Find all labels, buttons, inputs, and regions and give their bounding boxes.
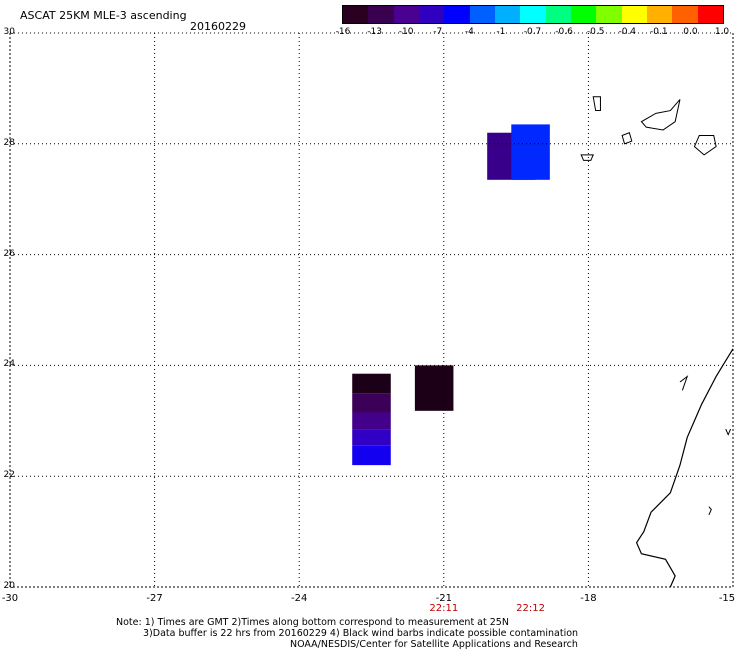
canary-island-outline xyxy=(693,134,717,156)
latitude-label: 24 xyxy=(3,359,15,370)
canary-island-outline xyxy=(580,154,594,161)
longitude-label: -21 xyxy=(435,593,452,604)
color-scale-label: -1 xyxy=(496,27,506,37)
note-line-3: NOAA/NESDIS/Center for Satellite Applica… xyxy=(290,639,578,650)
time-label: 22:11 xyxy=(429,603,459,614)
color-scale-label: -7 xyxy=(433,27,443,37)
latitude-label: 20 xyxy=(3,581,15,591)
color-scale-label: -0.5 xyxy=(586,27,605,37)
latitude-label: 28 xyxy=(3,137,15,148)
wind-swath-cell xyxy=(352,412,391,430)
color-scale-segment xyxy=(672,6,698,23)
product-date: 20160229 xyxy=(190,20,246,33)
wind-swath-cell xyxy=(352,393,391,413)
latitude-label: 26 xyxy=(3,248,15,259)
color-scale-segment xyxy=(469,6,495,23)
color-scale-label: -0.1 xyxy=(650,27,668,37)
canary-island-outline xyxy=(592,96,601,112)
color-scale-segment xyxy=(570,6,597,23)
color-scale-segment xyxy=(545,6,571,23)
color-scale-segment xyxy=(343,6,369,23)
wind-swath-cell xyxy=(352,445,391,466)
color-scale-label: -4 xyxy=(464,27,474,37)
color-scale-label: 0.0 xyxy=(683,27,698,37)
latitude-label: 30 xyxy=(3,27,15,37)
color-scale-segment xyxy=(520,6,546,23)
color-scale-segment xyxy=(494,6,521,23)
dakhla-peninsula xyxy=(679,375,689,391)
color-scale-label: 1.0 xyxy=(714,27,730,37)
color-scale-segment xyxy=(444,6,470,23)
africa-coastline xyxy=(635,348,734,588)
color-scale-label: -16 xyxy=(335,27,351,37)
longitude-label: -15 xyxy=(718,593,736,604)
wind-swath-cell xyxy=(414,365,454,411)
longitude-label: -27 xyxy=(146,593,163,604)
note-line-2: 3)Data buffer is 22 hrs from 20160229 4)… xyxy=(143,628,579,639)
note-line-1: Note: 1) Times are GMT 2)Times along bot… xyxy=(116,617,509,628)
wind-swath-cell xyxy=(352,373,391,394)
product-title: ASCAT 25KM MLE-3 ascending xyxy=(20,9,187,22)
color-scale-label: -10 xyxy=(398,27,414,37)
latitude-label: 22 xyxy=(3,470,15,481)
wind-swath-cell xyxy=(511,124,550,180)
color-scale-segment xyxy=(418,6,445,23)
longitude-label: -30 xyxy=(1,593,19,604)
longitude-label: -24 xyxy=(291,593,308,604)
color-scale-label: -0.6 xyxy=(555,27,573,37)
color-scale-segment xyxy=(621,6,647,23)
wind-swath-cell xyxy=(352,429,391,446)
coastal-feature xyxy=(725,428,732,436)
longitude-label: -18 xyxy=(580,593,597,604)
color-scale-segment xyxy=(596,6,622,23)
canary-island-outline xyxy=(640,99,681,131)
plot-frame xyxy=(9,32,734,588)
color-scale-bar xyxy=(342,5,724,24)
color-scale-label: -0.4 xyxy=(618,27,637,37)
color-scale-segment xyxy=(697,6,723,23)
color-scale-segment xyxy=(393,6,419,23)
color-scale-segment xyxy=(368,6,394,23)
color-scale-label: -0.7 xyxy=(523,27,542,37)
time-label: 22:12 xyxy=(516,603,545,614)
coastal-feature xyxy=(708,506,712,516)
canary-island-outline xyxy=(621,132,633,145)
color-scale-segment xyxy=(646,6,673,23)
color-scale-label: -13 xyxy=(367,27,382,37)
